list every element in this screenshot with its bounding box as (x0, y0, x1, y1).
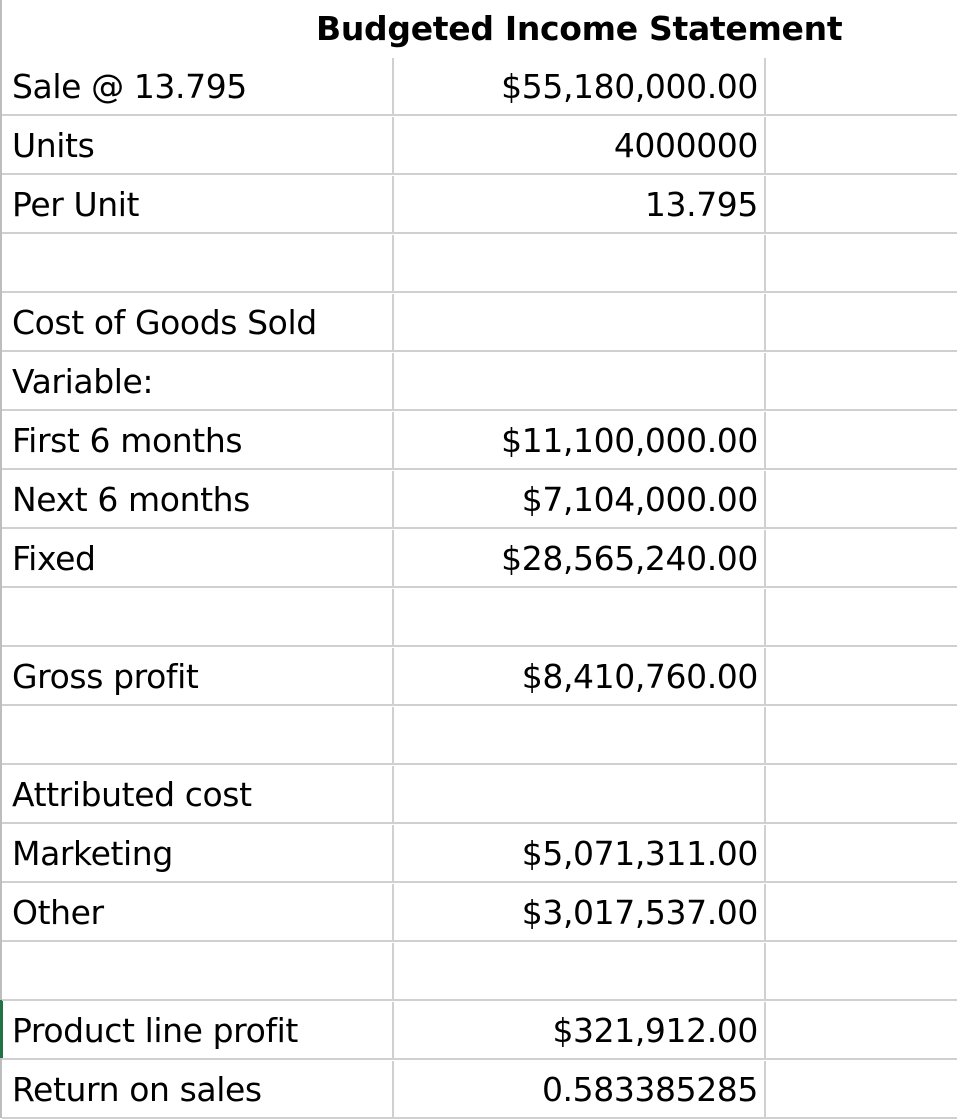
row-value-cell[interactable]: $55,180,000.00 (392, 58, 766, 116)
table-row: Per Unit 13.795 (0, 176, 957, 235)
empty-cell[interactable] (766, 176, 957, 234)
row-value-cell[interactable]: $3,017,537.00 (392, 884, 766, 942)
table-row: Sale @ 13.795 $55,180,000.00 (0, 58, 957, 117)
row-value-cell[interactable]: 13.795 (392, 176, 766, 234)
empty-cell[interactable] (766, 943, 957, 1001)
row-value-cell[interactable] (392, 707, 766, 765)
empty-cell[interactable] (766, 589, 957, 647)
table-row: Variable: (0, 353, 957, 412)
row-value-cell[interactable] (392, 766, 766, 824)
row-label-cell[interactable]: Return on sales (2, 1061, 392, 1119)
table-row: Next 6 months $7,104,000.00 (0, 471, 957, 530)
row-value-cell[interactable]: $321,912.00 (392, 1002, 766, 1060)
row-value-cell[interactable]: $5,071,311.00 (392, 825, 766, 883)
row-label-cell[interactable] (2, 235, 392, 293)
table-row: Cost of Goods Sold (0, 294, 957, 353)
empty-cell[interactable] (766, 294, 957, 352)
row-label-cell[interactable] (2, 589, 392, 647)
row-label-cell[interactable]: Cost of Goods Sold (2, 294, 392, 352)
row-value-cell[interactable]: $8,410,760.00 (392, 648, 766, 706)
empty-cell[interactable] (766, 235, 957, 293)
row-label-cell[interactable]: Next 6 months (2, 471, 392, 529)
table-row: Return on sales 0.583385285 (0, 1061, 957, 1120)
row-value-cell[interactable] (392, 353, 766, 411)
row-label-cell[interactable]: Product line profit (2, 1002, 392, 1060)
empty-cell[interactable] (766, 412, 957, 470)
table-row (0, 943, 957, 1002)
row-label-cell[interactable]: Attributed cost (2, 766, 392, 824)
sheet-left-border (0, 0, 2, 1118)
row-value-cell[interactable]: 4000000 (392, 117, 766, 175)
row-value-cell[interactable]: $7,104,000.00 (392, 471, 766, 529)
empty-cell[interactable] (766, 648, 957, 706)
active-row-marker (0, 1000, 3, 1058)
row-label-cell[interactable] (2, 943, 392, 1001)
empty-cell[interactable] (766, 117, 957, 175)
empty-cell[interactable] (766, 1002, 957, 1060)
row-value-cell[interactable]: $11,100,000.00 (392, 412, 766, 470)
row-label-cell[interactable] (2, 707, 392, 765)
empty-cell[interactable] (766, 825, 957, 883)
table-row: Other $3,017,537.00 (0, 884, 957, 943)
table-row: Gross profit $8,410,760.00 (0, 648, 957, 707)
row-label-cell[interactable]: Per Unit (2, 176, 392, 234)
row-value-cell[interactable]: 0.583385285 (392, 1061, 766, 1119)
table-row: Attributed cost (0, 766, 957, 825)
table-row: Units 4000000 (0, 117, 957, 176)
sheet-title[interactable]: Budgeted Income Statement (316, 9, 843, 48)
row-label-cell[interactable]: Gross profit (2, 648, 392, 706)
table-row (0, 235, 957, 294)
empty-cell[interactable] (766, 471, 957, 529)
empty-cell[interactable] (766, 58, 957, 116)
row-label-cell[interactable]: Fixed (2, 530, 392, 588)
row-value-cell[interactable] (392, 294, 766, 352)
row-label-cell[interactable]: Marketing (2, 825, 392, 883)
row-label-cell[interactable]: First 6 months (2, 412, 392, 470)
row-value-cell[interactable] (392, 589, 766, 647)
table-row: First 6 months $11,100,000.00 (0, 412, 957, 471)
empty-cell[interactable] (766, 353, 957, 411)
row-label-cell[interactable]: Units (2, 117, 392, 175)
table-row (0, 707, 957, 766)
table-row: Product line profit $321,912.00 (0, 1002, 957, 1061)
empty-cell[interactable] (766, 1061, 957, 1119)
row-label-cell[interactable]: Sale @ 13.795 (2, 58, 392, 116)
empty-cell[interactable] (766, 766, 957, 824)
row-label-cell[interactable]: Other (2, 884, 392, 942)
empty-cell[interactable] (766, 707, 957, 765)
table-row: Fixed $28,565,240.00 (0, 530, 957, 589)
row-value-cell[interactable] (392, 943, 766, 1001)
table-row: Marketing $5,071,311.00 (0, 825, 957, 884)
empty-cell[interactable] (766, 530, 957, 588)
table-row (0, 589, 957, 648)
row-label-cell[interactable]: Variable: (2, 353, 392, 411)
row-value-cell[interactable] (392, 235, 766, 293)
empty-cell[interactable] (766, 884, 957, 942)
row-value-cell[interactable]: $28,565,240.00 (392, 530, 766, 588)
